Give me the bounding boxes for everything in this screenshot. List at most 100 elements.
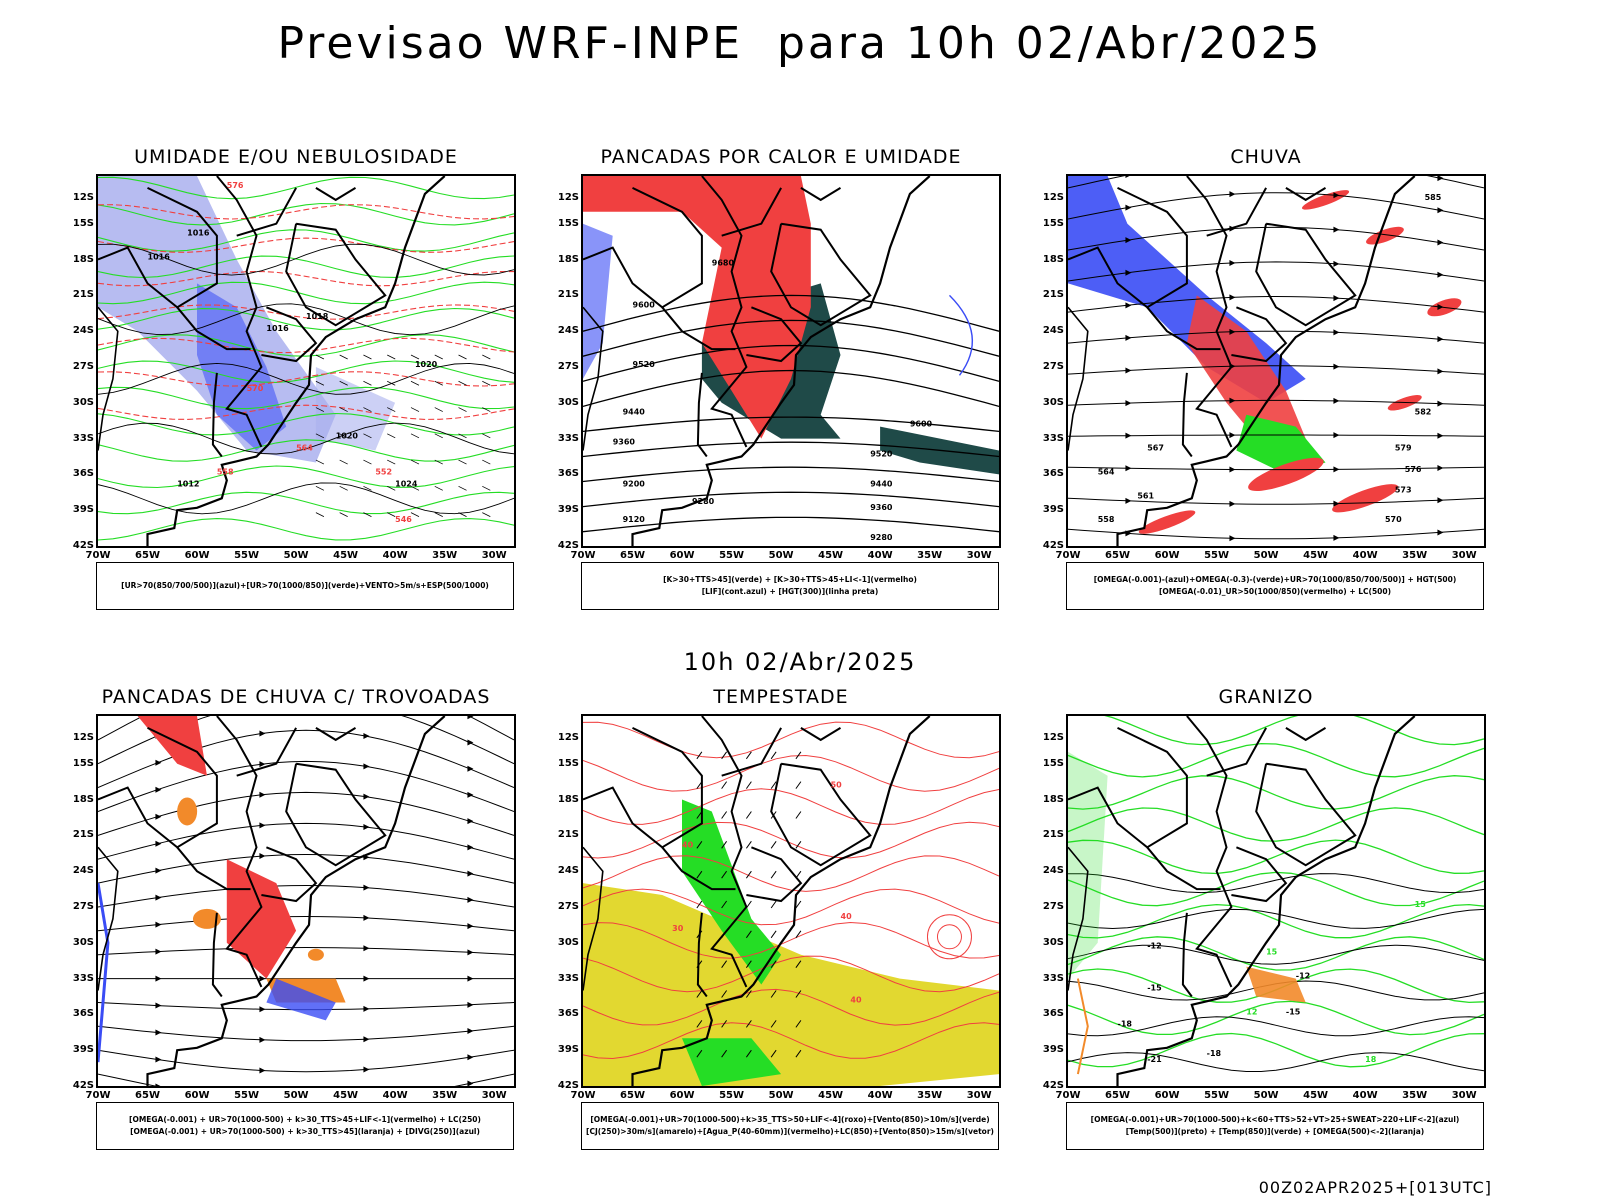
streamline-arrow bbox=[1333, 432, 1340, 439]
country-border bbox=[285, 762, 387, 867]
contour-label: 15 bbox=[1266, 948, 1278, 957]
longitude-tick-label: 45W bbox=[333, 1090, 359, 1101]
contour-label: 9680 bbox=[712, 259, 735, 268]
streamline-arrow bbox=[467, 1054, 474, 1061]
streamline-arrow bbox=[1333, 295, 1340, 302]
streamline bbox=[98, 1049, 514, 1073]
wind-vector bbox=[387, 433, 396, 439]
latitude-tick-label: 30S bbox=[1042, 936, 1064, 948]
jet-stream-area bbox=[583, 883, 999, 1086]
panel-legend: [OMEGA(-0.001)+UR>70(1000-500)+k<60+TTS>… bbox=[1066, 1102, 1484, 1150]
legend-line: [LIF](cont.azul) + [HGT(300)](linha pret… bbox=[701, 587, 879, 596]
rain-area bbox=[1332, 484, 1399, 513]
map-canvas bbox=[98, 716, 514, 1086]
longitude-tick-label: 55W bbox=[1204, 1090, 1230, 1101]
precipitable-water-contour bbox=[583, 988, 999, 1026]
latitude-tick-label: 18S bbox=[1042, 793, 1064, 805]
wind-vector bbox=[315, 407, 325, 412]
wind-vector bbox=[434, 407, 443, 412]
wind-vector bbox=[434, 512, 443, 517]
country-border bbox=[701, 176, 748, 448]
streamline-arrow bbox=[467, 975, 474, 982]
country-border bbox=[1146, 846, 1221, 891]
country-border bbox=[583, 846, 604, 991]
latitude-tick-label: 12S bbox=[557, 732, 579, 743]
streamline bbox=[98, 853, 514, 884]
contour-label: 552 bbox=[375, 467, 392, 476]
wind-vector bbox=[363, 459, 372, 465]
latitude-tick-label: 27S bbox=[72, 900, 94, 912]
contour-label: 567 bbox=[1147, 444, 1164, 453]
contour-label: 9280 bbox=[692, 497, 715, 506]
legend-line: [OMEGA(-0.001)+UR>70(1000-500)+k<60+TTS>… bbox=[1090, 1115, 1460, 1124]
contour-label: -18 bbox=[1118, 1019, 1133, 1028]
country-border bbox=[701, 716, 748, 988]
longitude-tick-label: 65W bbox=[620, 550, 645, 561]
latitude-tick-label: 12S bbox=[557, 192, 579, 203]
wind-vector bbox=[721, 900, 728, 909]
country-border bbox=[746, 846, 803, 903]
contour-label: 1020 bbox=[336, 432, 359, 441]
coastline bbox=[146, 176, 446, 546]
latitude-tick-label: 33S bbox=[557, 972, 579, 984]
wind-vector bbox=[482, 485, 491, 491]
streamline bbox=[98, 915, 514, 932]
streamline-arrow bbox=[1437, 336, 1444, 343]
wind-vector bbox=[770, 990, 777, 998]
wind-vector bbox=[696, 900, 703, 909]
height-contour bbox=[1068, 330, 1484, 344]
wind-vector bbox=[795, 841, 802, 849]
streamline-arrow bbox=[1333, 397, 1340, 404]
map-panel-2: PANCADAS POR CALOR E UMIDADE 9680 9600 9520… bbox=[558, 146, 1001, 650]
panel-legend: [OMEGA(-0.001) + UR>70(1000-500) + k>30_… bbox=[96, 1102, 514, 1150]
contour-label: 9200 bbox=[623, 479, 646, 488]
low-level-humidity-contour bbox=[98, 412, 514, 436]
height-contour bbox=[1068, 365, 1484, 375]
country-border bbox=[1068, 726, 1188, 849]
contour-label: 582 bbox=[1415, 408, 1432, 417]
country-border bbox=[315, 727, 357, 742]
wind-vector bbox=[795, 811, 802, 819]
contour-label: -15 bbox=[1147, 984, 1162, 993]
contour-label: 40 bbox=[841, 912, 853, 921]
contour-label: 9520 bbox=[870, 449, 893, 458]
wind-vector bbox=[315, 433, 325, 439]
temp-850-contour bbox=[1068, 742, 1484, 778]
wind-vector bbox=[770, 1020, 777, 1028]
latitude-tick-label: 42S bbox=[557, 1080, 579, 1091]
map-panel-1: UMIDADE E/OU NEBULOSIDADE 1016 1016 1016 101… bbox=[73, 146, 516, 650]
streamline-arrow bbox=[467, 739, 474, 746]
coastline bbox=[1116, 176, 1416, 546]
longitude-tick-label: 30W bbox=[1451, 1090, 1477, 1101]
latitude-tick-label: 30S bbox=[72, 936, 94, 948]
height-contour bbox=[583, 416, 999, 433]
streamline-arrow bbox=[363, 732, 370, 739]
wind-vector bbox=[363, 354, 372, 360]
wind-vector bbox=[458, 459, 467, 465]
latitude-tick-label: 36S bbox=[72, 468, 94, 480]
legend-line: [OMEGA(-0.001) + UR>70(1000-500) + k>30_… bbox=[129, 1115, 481, 1124]
omega-area bbox=[1076, 978, 1089, 1075]
temp-500-contour bbox=[1068, 944, 1484, 965]
low-level-jet-area bbox=[682, 799, 782, 985]
wind-vector bbox=[745, 960, 752, 968]
longitude-tick-label: 70W bbox=[85, 550, 111, 561]
legend-line: [Temp(500)](preto) + [Temp(850)](verde) … bbox=[1125, 1127, 1425, 1136]
country-border bbox=[583, 306, 604, 451]
wind-vector bbox=[482, 512, 491, 517]
streamline-arrow bbox=[1437, 368, 1444, 375]
streamline-arrow bbox=[259, 853, 266, 860]
wind-vector bbox=[339, 380, 348, 386]
latitude-tick-label: 27S bbox=[557, 360, 579, 372]
latitude-tick-label: 27S bbox=[72, 360, 94, 372]
wind-vector bbox=[410, 485, 420, 491]
country-border bbox=[1181, 372, 1193, 458]
latitude-tick-label: 15S bbox=[72, 757, 94, 769]
longitude-tick-label: 30W bbox=[481, 1090, 507, 1101]
humidity-area bbox=[315, 367, 396, 451]
coastline bbox=[631, 716, 931, 1086]
pressure-contour bbox=[98, 243, 514, 276]
panel-legend: [OMEGA(-0.001)-(azul)+OMEGA(-0.3)-(verde… bbox=[1066, 562, 1484, 610]
streamline-arrow bbox=[467, 765, 474, 772]
latitude-tick-label: 42S bbox=[557, 540, 579, 551]
